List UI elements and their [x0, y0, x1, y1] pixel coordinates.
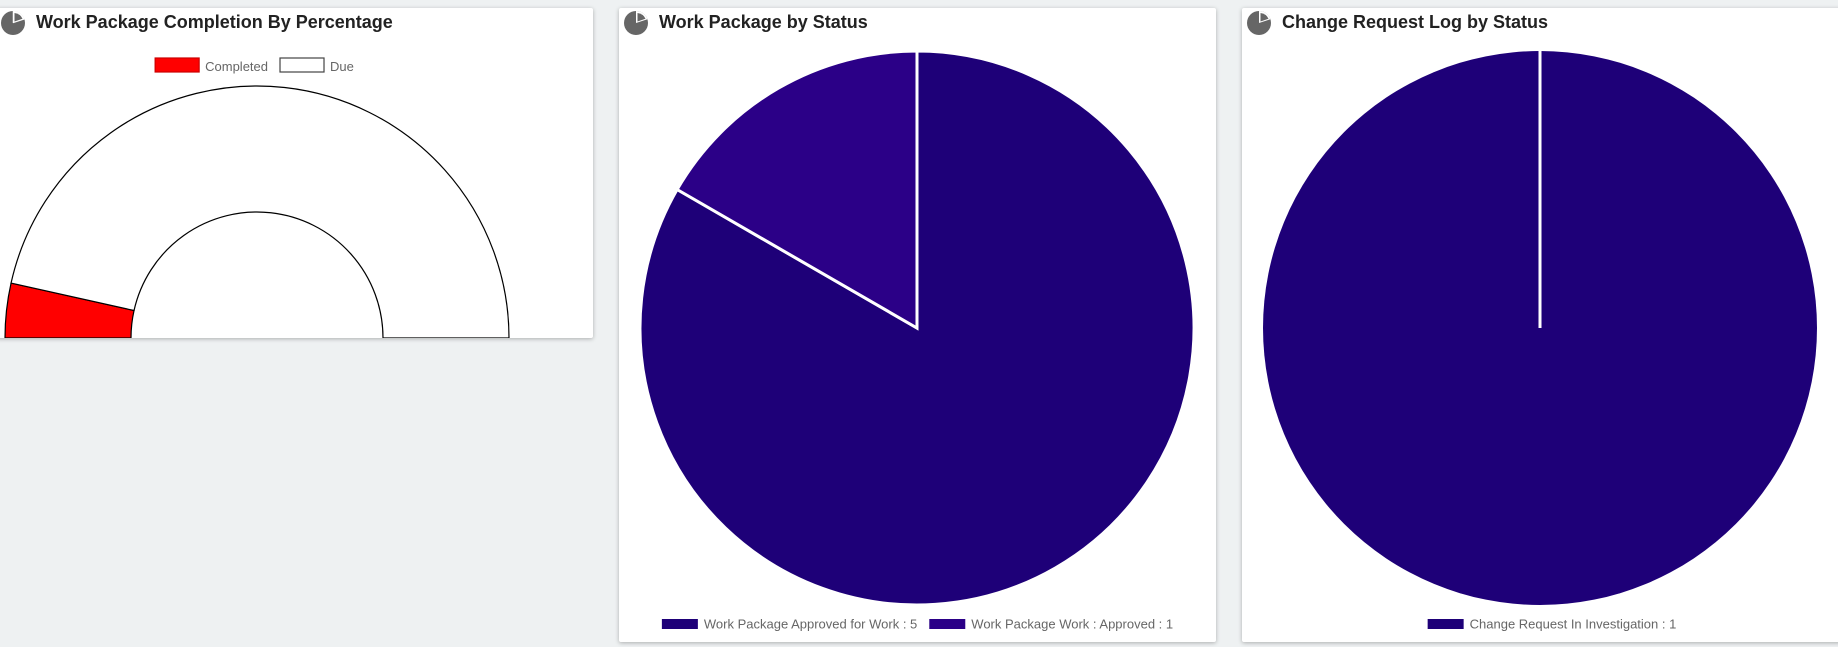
panel-header: Work Package by Status	[619, 8, 1216, 42]
change-request-status-panel: Change Request Log by Status Change Requ…	[1242, 8, 1838, 642]
work-package-completion-panel: Work Package Completion By Percentage Co…	[0, 8, 593, 338]
legend-swatch	[1427, 619, 1464, 629]
chart-legend: Work Package Approved for Work : 5 Work P…	[661, 617, 1173, 632]
gauge-chart: Completed Due	[4, 57, 510, 338]
panel-header: Change Request Log by Status	[1242, 8, 1838, 42]
panel-title: Work Package Completion By Percentage	[36, 12, 393, 32]
work-package-pie-chart: Work Package Approved for Work : 5 Work P…	[638, 49, 1196, 632]
legend-swatch	[661, 619, 698, 629]
legend-label: Work Package Approved for Work : 5	[704, 617, 917, 632]
legend-swatch	[154, 57, 200, 73]
pie-chart-icon[interactable]	[0, 10, 26, 36]
chart-legend: Completed Due	[154, 57, 354, 74]
legend-label: Completed	[205, 59, 268, 74]
gauge-segment[interactable]	[10, 85, 510, 338]
panel-header: Work Package Completion By Percentage	[0, 8, 593, 42]
legend-swatch	[279, 57, 325, 73]
work-package-status-panel: Work Package by Status Work Package Appr…	[619, 8, 1216, 642]
pie-chart-icon[interactable]	[1246, 10, 1272, 36]
panel-title: Work Package by Status	[659, 12, 868, 32]
legend-label: Due	[330, 59, 354, 74]
legend-swatch	[929, 619, 966, 629]
change-request-pie-chart: Change Request In Investigation : 1	[1263, 51, 1817, 632]
panel-title: Change Request Log by Status	[1282, 12, 1549, 32]
legend-label: Work Package Work : Approved : 1	[971, 617, 1173, 632]
chart-legend: Change Request In Investigation : 1	[1427, 617, 1677, 632]
pie-chart-icon[interactable]	[623, 10, 649, 36]
pie-slice[interactable]	[675, 49, 919, 331]
legend-label: Change Request In Investigation : 1	[1470, 617, 1677, 632]
